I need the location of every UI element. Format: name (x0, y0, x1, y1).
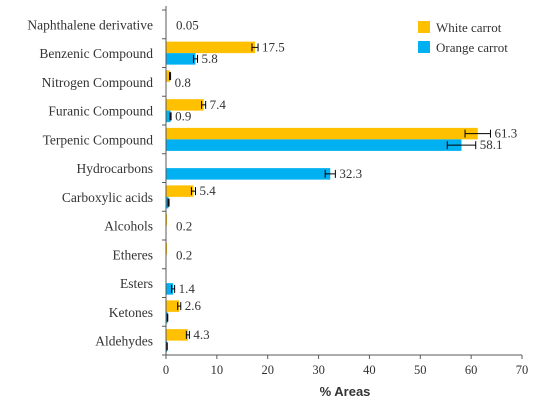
bar-orange-carrot-furanic-compound (166, 110, 171, 123)
error-bar-white-carrot-aldehydes (185, 330, 190, 339)
bar-white-carrot-ketones (166, 300, 180, 312)
bar-orange-carrot-hydrocarbons (166, 168, 331, 180)
x-tick-label: 20 (261, 363, 274, 377)
category-labels: Naphthalene derivative Benzenic Compound N… (27, 17, 517, 348)
category-label-etheres: Etheres (113, 247, 153, 262)
bar-white-carrot-etheres (166, 242, 168, 255)
data-label-ketones-0: 2.6 (185, 298, 202, 313)
category-label-carboxylic-acids: Carboxylic acids (62, 190, 153, 205)
error-bar-orange-carrot-aldehydes (166, 342, 168, 351)
data-label-benzenic-compound-0: 17.5 (262, 39, 285, 54)
data-label-aldehydes-0: 4.3 (193, 327, 209, 342)
data-label-alcohols: 0.2 (176, 219, 192, 234)
bar-white-carrot-nitrogen-compound (166, 70, 171, 82)
error-bar-orange-carrot-terpenic-compound (446, 141, 477, 150)
bar-orange-carrot-terpenic-compound (166, 139, 462, 151)
x-tick-label: 60 (465, 363, 478, 377)
category-label-terpenic-compound: Terpenic Compound (43, 132, 154, 147)
bar-orange-carrot-carboxylic-acids (166, 196, 169, 209)
data-label-etheres: 0.2 (176, 247, 192, 262)
data-label-carboxylic-acids-0: 5.4 (199, 183, 216, 198)
category-label-benzenic-compound: Benzenic Compound (39, 46, 153, 61)
data-label-benzenic-compound-1: 5.8 (202, 51, 218, 66)
error-bar-orange-carrot-ketones (166, 313, 169, 322)
data-label-naphthalene-derivative: 0.05 (176, 17, 199, 32)
x-axis-title: % Areas (320, 384, 371, 399)
legend: White carrot Orange carrot (418, 20, 508, 55)
error-bar-white-carrot-benzenic-compound (251, 43, 259, 52)
bar-white-carrot-benzenic-compound (166, 41, 255, 54)
category-label-furanic-compound: Furanic Compound (48, 104, 153, 119)
legend-label-white-carrot: White carrot (436, 20, 502, 35)
category-label-aldehydes: Aldehydes (95, 334, 153, 349)
bar-white-carrot-alcohols (166, 214, 168, 226)
error-bar-orange-carrot-furanic-compound (169, 112, 172, 121)
bars-layer (166, 12, 491, 353)
x-tick-label: 30 (312, 363, 325, 377)
category-label-esters: Esters (120, 276, 153, 291)
error-bar-white-carrot-furanic-compound (201, 100, 207, 109)
error-bar-white-carrot-terpenic-compound (464, 129, 491, 138)
error-bar-white-carrot-ketones (177, 302, 182, 311)
error-bar-orange-carrot-esters (171, 284, 176, 293)
data-label-hydrocarbons-1: 32.3 (339, 166, 362, 181)
category-label-alcohols: Alcohols (104, 219, 153, 234)
category-label-ketones: Ketones (109, 305, 153, 320)
x-tick-label: 10 (211, 363, 224, 377)
bar-orange-carrot-esters (166, 283, 174, 295)
x-tick-label: 50 (414, 363, 427, 377)
x-tick-label: 40 (363, 363, 376, 377)
data-label-furanic-compound-1: 0.9 (175, 108, 191, 123)
x-tick-label: 0 (163, 363, 169, 377)
bar-white-carrot-furanic-compound (166, 99, 204, 111)
x-tick-label: 70 (516, 363, 529, 377)
error-bar-orange-carrot-hydrocarbons (324, 169, 336, 178)
category-label-nitrogen-compound: Nitrogen Compound (42, 75, 154, 90)
bar-white-carrot-carboxylic-acids (166, 185, 194, 197)
bar-orange-carrot-ketones (166, 311, 168, 324)
legend-swatch-white-carrot (418, 21, 430, 33)
bar-orange-carrot-benzenic-compound (166, 53, 196, 65)
data-label-furanic-compound-0: 7.4 (210, 97, 227, 112)
bar-white-carrot-aldehydes (166, 329, 188, 341)
data-label-terpenic-compound-1: 58.1 (480, 137, 503, 152)
bar-white-carrot-terpenic-compound (166, 127, 478, 140)
data-label-terpenic-compound-0: 61.3 (494, 126, 517, 141)
category-label-naphthalene-derivative: Naphthalene derivative (27, 17, 153, 32)
data-label-esters-1: 1.4 (179, 281, 196, 296)
error-bar-orange-carrot-carboxylic-acids (167, 198, 170, 207)
legend-label-orange-carrot: Orange carrot (436, 40, 508, 55)
legend-swatch-orange-carrot (418, 41, 430, 53)
error-bar-orange-carrot-benzenic-compound (192, 54, 199, 63)
error-bar-white-carrot-carboxylic-acids (190, 187, 196, 196)
data-label-nitrogen-compound-0: 0.8 (175, 75, 191, 90)
x-axis: 0 10 20 30 40 50 60 70 (162, 6, 528, 377)
error-bar-white-carrot-nitrogen-compound (169, 72, 172, 81)
category-label-hydrocarbons: Hydrocarbons (77, 161, 153, 176)
